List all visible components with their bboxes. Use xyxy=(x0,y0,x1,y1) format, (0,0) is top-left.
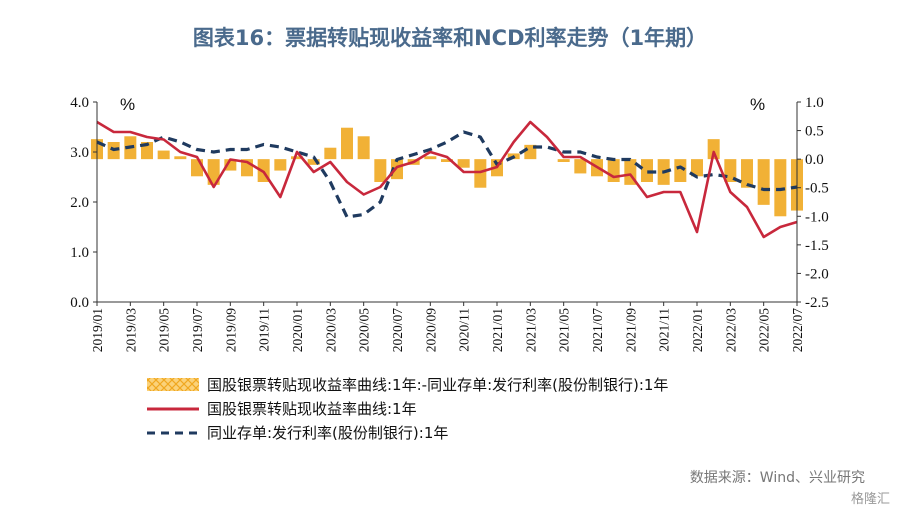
spread-bars xyxy=(91,127,803,217)
x-tick-label: 2019/03 xyxy=(123,308,138,353)
spread-bar xyxy=(291,156,303,160)
spread-bar xyxy=(224,159,237,171)
right-tick-label: 0.0 xyxy=(805,152,824,168)
right-tick-label: -2.0 xyxy=(805,266,829,282)
x-tick-label: 2020/03 xyxy=(323,308,338,353)
legend-item-discount: 国股银票转贴现收益率曲线:1年 xyxy=(147,400,417,418)
source-note: 数据来源：Wind、兴业研究 xyxy=(690,470,865,486)
right-tick-label: 1.0 xyxy=(805,95,824,111)
ncd-rate-line xyxy=(96,130,798,219)
left-tick-label: 4.0 xyxy=(70,95,89,111)
spread-bar xyxy=(474,159,487,188)
x-tick-label: 2022/05 xyxy=(757,308,772,353)
x-tick-label: 2020/05 xyxy=(357,308,372,353)
legend: 国股银票转贴现收益率曲线:1年:-同业存单:发行利率(股份制银行):1年 国股银… xyxy=(147,376,668,442)
spread-bar xyxy=(674,159,687,182)
right-tick-label: -1.5 xyxy=(805,238,829,254)
spread-bar xyxy=(157,150,170,160)
x-tick-label: 2019/05 xyxy=(157,308,172,353)
watermark: 格隆汇 xyxy=(851,491,890,507)
legend-label-spread: 国股银票转贴现收益率曲线:1年:-同业存单:发行利率(股份制银行):1年 xyxy=(207,376,668,394)
spread-bar xyxy=(691,159,703,177)
right-tick-label: 0.5 xyxy=(805,124,824,140)
x-tick-label: 2020/11 xyxy=(457,308,472,352)
x-tick-label: 2020/01 xyxy=(290,308,305,352)
x-tick-label: 2021/11 xyxy=(657,308,672,352)
x-tick-label: 2021/09 xyxy=(623,308,638,353)
x-tick-label: 2019/07 xyxy=(190,308,205,353)
spread-bar xyxy=(757,159,770,205)
legend-label-ncd: 同业存单:发行利率(股份制银行):1年 xyxy=(207,424,448,442)
left-tick-label: 2.0 xyxy=(70,195,89,211)
x-tick-label: 2021/05 xyxy=(557,308,572,353)
right-axis-unit: % xyxy=(750,95,765,114)
axes: 0.0 1.0 2.0 3.0 4.0 -2.5 -2.0 -1.5 -1.0 -0.5 0.0 0.… xyxy=(70,95,829,352)
line-series xyxy=(96,120,798,239)
x-tick-label: 2022/07 xyxy=(790,308,805,353)
left-axis-unit: % xyxy=(120,95,135,114)
spread-bar xyxy=(307,159,320,165)
x-tick-label: 2020/07 xyxy=(390,308,405,353)
legend-item-spread: 国股银票转贴现收益率曲线:1年:-同业存单:发行利率(股份制银行):1年 xyxy=(147,376,668,394)
right-tick-label: -1.0 xyxy=(805,209,829,225)
spread-bar xyxy=(191,159,203,177)
legend-label-discount: 国股银票转贴现收益率曲线:1年 xyxy=(207,400,417,418)
chart-title: 图表16：票据转贴现收益率和NCD利率走势（1年期） xyxy=(193,26,707,50)
spread-bar xyxy=(441,159,453,162)
spread-bar xyxy=(774,159,787,217)
x-tick-label: 2019/11 xyxy=(257,308,272,352)
spread-bar xyxy=(641,159,653,182)
legend-item-ncd: 同业存单:发行利率(股份制银行):1年 xyxy=(147,424,448,442)
legend-swatch-spread xyxy=(147,378,199,391)
spread-bar xyxy=(574,159,587,174)
spread-bar xyxy=(557,159,570,162)
x-tick-label: 2021/03 xyxy=(523,308,538,353)
spread-bar xyxy=(357,136,370,160)
spread-bar xyxy=(607,159,620,182)
spread-bar xyxy=(274,159,287,171)
spread-bar xyxy=(207,159,220,185)
right-tick-label: -2.5 xyxy=(805,295,829,311)
x-tick-label: 2022/03 xyxy=(723,308,738,353)
spread-bar xyxy=(457,159,470,168)
spread-bar xyxy=(341,127,353,160)
spread-bar xyxy=(391,159,403,180)
x-tick-label: 2021/07 xyxy=(590,308,605,353)
spread-bar xyxy=(174,156,187,160)
right-tick-label: -0.5 xyxy=(805,181,829,197)
x-tick-label: 2021/01 xyxy=(490,308,505,352)
spread-bar xyxy=(707,139,720,160)
x-tick-label: 2020/09 xyxy=(423,308,438,353)
spread-bar xyxy=(741,159,753,188)
x-tick-label: 2022/01 xyxy=(690,308,705,352)
spread-bar xyxy=(374,159,387,182)
x-tick-label: 2019/09 xyxy=(223,308,238,353)
spread-bar xyxy=(424,156,437,160)
left-tick-label: 1.0 xyxy=(70,245,89,261)
discount-yield-line xyxy=(96,120,798,239)
x-tick-label: 2019/01 xyxy=(90,308,105,352)
spread-bar xyxy=(324,147,337,160)
left-tick-label: 0.0 xyxy=(70,295,89,311)
left-tick-label: 3.0 xyxy=(70,145,89,161)
